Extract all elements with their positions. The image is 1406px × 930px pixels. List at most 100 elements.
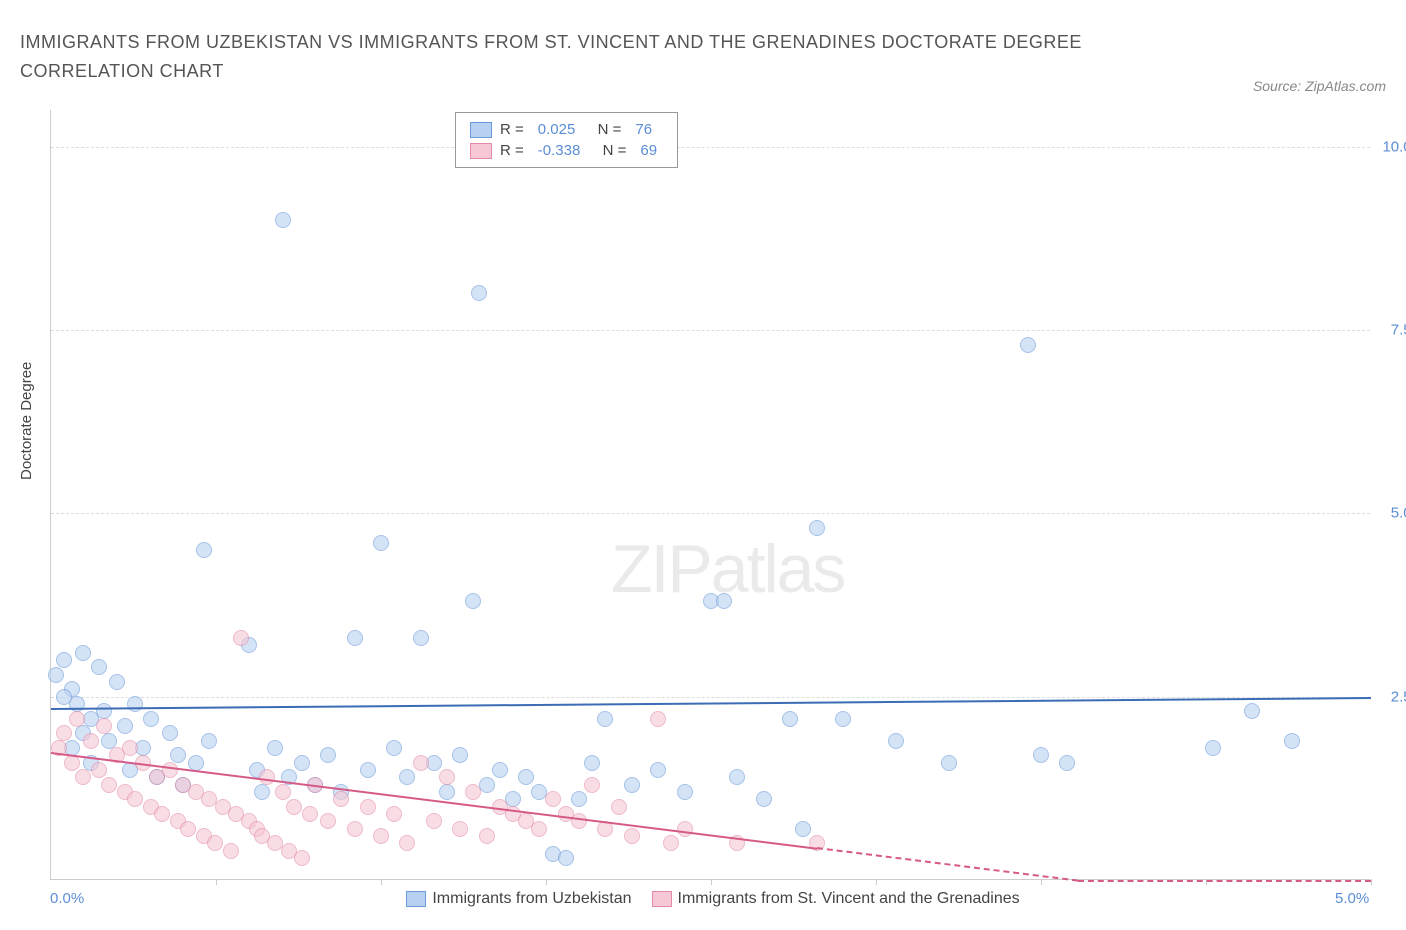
data-point xyxy=(180,821,196,837)
data-point xyxy=(69,711,85,727)
data-point xyxy=(122,740,138,756)
data-point xyxy=(663,835,679,851)
source-attribution: Source: ZipAtlas.com xyxy=(1253,78,1386,94)
data-point xyxy=(426,813,442,829)
data-point xyxy=(127,696,143,712)
data-point xyxy=(1284,733,1300,749)
data-point xyxy=(795,821,811,837)
data-point xyxy=(162,725,178,741)
data-point xyxy=(373,535,389,551)
data-point xyxy=(452,747,468,763)
data-point xyxy=(518,769,534,785)
data-point xyxy=(294,755,310,771)
gridline xyxy=(51,147,1370,148)
data-point xyxy=(545,791,561,807)
data-point xyxy=(83,733,99,749)
data-point xyxy=(479,828,495,844)
data-point xyxy=(254,784,270,800)
data-point xyxy=(624,777,640,793)
data-point xyxy=(286,799,302,815)
data-point xyxy=(584,755,600,771)
scatter-chart: ZIPatlas 2.5%5.0%7.5%10.0% xyxy=(50,110,1370,880)
data-point xyxy=(96,703,112,719)
series-legend: Immigrants from UzbekistanImmigrants fro… xyxy=(0,890,1406,908)
ytick-label: 10.0% xyxy=(1382,138,1406,155)
gridline xyxy=(51,697,1370,698)
trend-line xyxy=(51,697,1371,710)
trend-line xyxy=(816,847,1077,882)
data-point xyxy=(56,689,72,705)
xtick-mark xyxy=(1041,879,1042,885)
xtick-mark xyxy=(381,879,382,885)
data-point xyxy=(320,747,336,763)
data-point xyxy=(1033,747,1049,763)
data-point xyxy=(471,285,487,301)
data-point xyxy=(677,821,693,837)
legend-swatch xyxy=(406,891,426,907)
legend-r-value: 0.025 xyxy=(538,121,576,138)
data-point xyxy=(413,755,429,771)
data-point xyxy=(1020,337,1036,353)
data-point xyxy=(302,806,318,822)
xtick-mark xyxy=(711,879,712,885)
data-point xyxy=(162,762,178,778)
data-point xyxy=(571,813,587,829)
data-point xyxy=(571,791,587,807)
legend-n-value: 69 xyxy=(640,142,657,159)
data-point xyxy=(386,806,402,822)
data-point xyxy=(729,769,745,785)
data-point xyxy=(56,725,72,741)
data-point xyxy=(650,711,666,727)
legend-row: R = -0.338 N = 69 xyxy=(470,140,663,161)
data-point xyxy=(611,799,627,815)
data-point xyxy=(56,652,72,668)
xtick-0: 0.0% xyxy=(50,890,84,907)
data-point xyxy=(399,769,415,785)
data-point xyxy=(373,828,389,844)
yaxis-title: Doctorate Degree xyxy=(18,362,35,480)
data-point xyxy=(492,762,508,778)
data-point xyxy=(756,791,772,807)
data-point xyxy=(624,828,640,844)
data-point xyxy=(650,762,666,778)
data-point xyxy=(207,835,223,851)
data-point xyxy=(96,718,112,734)
data-point xyxy=(888,733,904,749)
legend-series-name: Immigrants from Uzbekistan xyxy=(432,890,631,907)
stats-legend: R = 0.025 N = 76R = -0.338 N = 69 xyxy=(455,112,678,168)
data-point xyxy=(941,755,957,771)
legend-r-label: R = xyxy=(500,121,524,138)
legend-swatch xyxy=(470,143,492,159)
data-point xyxy=(1059,755,1075,771)
data-point xyxy=(479,777,495,793)
ytick-label: 7.5% xyxy=(1391,322,1406,339)
data-point xyxy=(809,520,825,536)
xtick-mark xyxy=(546,879,547,885)
data-point xyxy=(399,835,415,851)
data-point xyxy=(75,645,91,661)
data-point xyxy=(188,755,204,771)
data-point xyxy=(439,769,455,785)
xtick-5: 5.0% xyxy=(1335,890,1369,907)
data-point xyxy=(716,593,732,609)
ytick-label: 2.5% xyxy=(1391,688,1406,705)
data-point xyxy=(558,850,574,866)
data-point xyxy=(267,740,283,756)
trend-line xyxy=(1078,880,1371,882)
data-point xyxy=(320,813,336,829)
gridline xyxy=(51,513,1370,514)
data-point xyxy=(452,821,468,837)
data-point xyxy=(170,747,186,763)
data-point xyxy=(597,711,613,727)
ytick-label: 5.0% xyxy=(1391,505,1406,522)
data-point xyxy=(439,784,455,800)
data-point xyxy=(143,711,159,727)
xtick-mark xyxy=(876,879,877,885)
legend-r-value: -0.338 xyxy=(538,142,581,159)
data-point xyxy=(333,791,349,807)
data-point xyxy=(584,777,600,793)
data-point xyxy=(1205,740,1221,756)
data-point xyxy=(127,791,143,807)
legend-swatch xyxy=(470,122,492,138)
legend-swatch xyxy=(652,891,672,907)
